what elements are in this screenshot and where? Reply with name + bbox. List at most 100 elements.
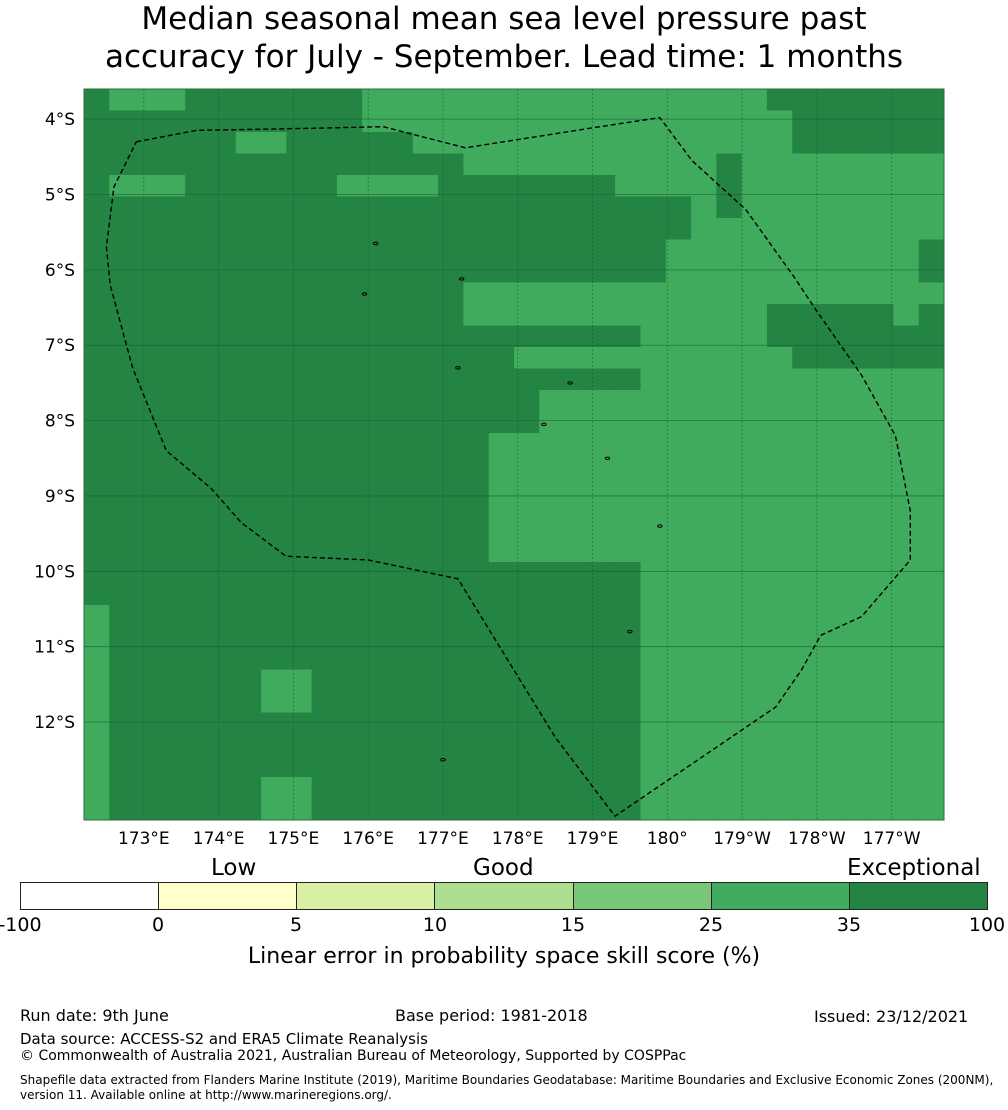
colorbar-tick-35: 35 xyxy=(836,914,862,936)
grid-cell xyxy=(514,325,540,348)
grid-cell xyxy=(691,325,717,348)
grid-cell xyxy=(412,132,439,155)
grid-cell xyxy=(159,583,186,606)
grid-cell xyxy=(109,562,136,585)
skill-grid xyxy=(84,89,944,820)
grid-cell xyxy=(261,691,287,714)
grid-cell xyxy=(286,347,313,370)
grid-cell xyxy=(159,132,186,155)
grid-cell xyxy=(159,411,186,434)
colorbar-tick-25: 25 xyxy=(698,914,724,936)
grid-cell xyxy=(640,239,667,262)
grid-cell xyxy=(893,325,920,348)
grid-cell xyxy=(286,734,313,757)
grid-cell xyxy=(109,476,136,499)
grid-cell xyxy=(741,669,768,692)
island-outline xyxy=(657,524,663,528)
grid-cell xyxy=(438,153,465,176)
grid-cell xyxy=(741,777,768,800)
lon-tick-label: 175°E xyxy=(268,829,320,849)
grid-cell xyxy=(564,218,591,241)
island-outline xyxy=(361,292,368,296)
grid-cell xyxy=(261,734,287,757)
grid-cell xyxy=(918,583,944,606)
colorbar-title: Linear error in probability space skill … xyxy=(247,944,761,969)
grid-cell xyxy=(311,239,338,262)
grid-cell xyxy=(918,110,944,133)
grid-cell xyxy=(159,519,186,542)
grid-cell xyxy=(514,175,540,198)
grid-cell xyxy=(842,755,869,778)
grid-cell xyxy=(691,239,717,262)
grid-cell xyxy=(514,390,540,413)
grid-cell xyxy=(463,777,490,800)
grid-cell xyxy=(463,433,490,456)
grid-cell xyxy=(362,734,389,757)
grid-cell xyxy=(640,411,667,434)
grid-cell xyxy=(615,390,642,413)
grid-cell xyxy=(438,583,465,606)
grid-cell xyxy=(691,390,717,413)
grid-cell xyxy=(336,282,363,305)
grid-cell xyxy=(159,626,186,649)
grid-cell xyxy=(842,368,869,391)
grid-cell xyxy=(665,519,692,542)
lon-tick-label: 178°W xyxy=(788,829,846,849)
grid-cell xyxy=(463,540,490,563)
grid-cell xyxy=(438,196,465,219)
grid-cell xyxy=(842,153,869,176)
grid-cell xyxy=(640,325,667,348)
grid-cell xyxy=(691,175,717,198)
grid-cell xyxy=(210,368,237,391)
grid-cell xyxy=(336,734,363,757)
grid-cell xyxy=(286,605,313,628)
grid-cell xyxy=(514,347,540,370)
grid-cell xyxy=(311,562,338,585)
grid-cell xyxy=(488,218,515,241)
grid-cell xyxy=(412,583,439,606)
grid-cell xyxy=(134,304,161,327)
grid-cell xyxy=(640,734,667,757)
grid-cell xyxy=(539,282,566,305)
grid-cell xyxy=(311,497,338,520)
grid-cell xyxy=(412,669,439,692)
grid-cell xyxy=(640,347,667,370)
grid-cell xyxy=(336,626,363,649)
grid-cell xyxy=(792,196,819,219)
grid-cell xyxy=(362,325,389,348)
grid-cell xyxy=(842,798,869,820)
grid-cell xyxy=(109,368,136,391)
grid-cell xyxy=(463,519,490,542)
grid-cell xyxy=(488,196,515,219)
lon-tick-label: 177°E xyxy=(417,829,469,849)
grid-cell xyxy=(716,712,743,735)
grid-cell xyxy=(412,476,439,499)
grid-cell xyxy=(362,777,389,800)
grid-cell xyxy=(387,476,414,499)
grid-cell xyxy=(412,497,439,520)
grid-cell xyxy=(564,153,591,176)
grid-cell xyxy=(564,519,591,542)
grid-cell xyxy=(817,454,844,477)
grid-cell xyxy=(691,347,717,370)
grid-cell xyxy=(817,626,844,649)
grid-cell xyxy=(665,282,692,305)
grid-cell xyxy=(185,648,212,671)
grid-cell xyxy=(412,605,439,628)
grid-cell xyxy=(84,540,110,563)
grid-cell xyxy=(716,347,743,370)
grid-cell xyxy=(286,132,313,155)
grid-cell xyxy=(286,669,313,692)
grid-cell xyxy=(893,476,920,499)
grid-cell xyxy=(84,282,110,305)
grid-cell xyxy=(488,497,515,520)
grid-cell xyxy=(84,411,110,434)
grid-cell xyxy=(235,626,262,649)
grid-cell xyxy=(640,476,667,499)
grid-cell xyxy=(362,691,389,714)
grid-cell xyxy=(868,411,895,434)
grid-cell xyxy=(159,669,186,692)
grid-cell xyxy=(438,347,465,370)
island-outline xyxy=(627,629,633,634)
grid-cell xyxy=(185,734,212,757)
